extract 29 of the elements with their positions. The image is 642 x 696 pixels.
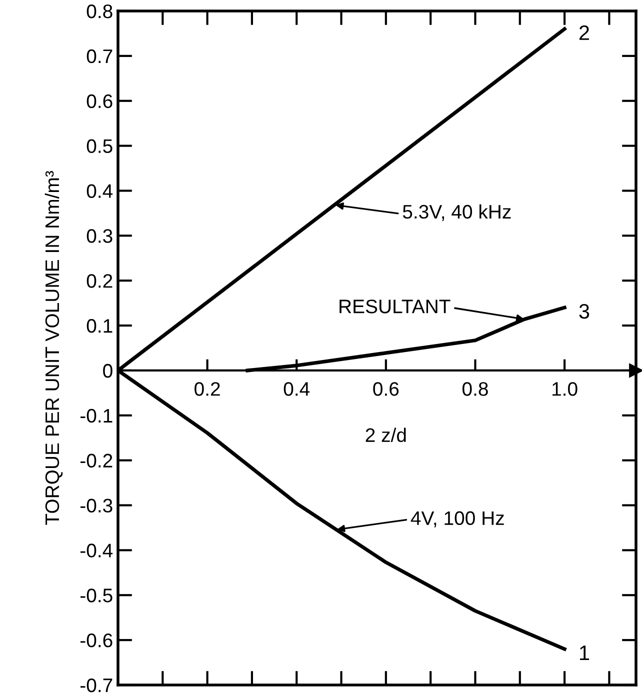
legend-label: 1 (580, 646, 590, 660)
y-tick-label: 0.8 (86, 4, 112, 18)
x-tick-label: 0.8 (462, 382, 488, 396)
x-tick-label: 1.0 (552, 382, 578, 396)
y-tick-label: 0.4 (86, 184, 113, 198)
annotation: RESULTANT (340, 300, 450, 314)
y-tick-label: -0.3 (80, 498, 112, 513)
y-tick-label: -0.5 (80, 588, 112, 602)
y-tick-label: 0.6 (86, 94, 112, 108)
x-axis-title: 2 z/d (366, 428, 406, 442)
y-tick-label: -0.2 (80, 454, 112, 468)
x-tick-label: 0.2 (194, 382, 220, 396)
legend-label: 3 (579, 304, 590, 319)
y-axis-title: TORQUE PER UNIT VOLUME IN Nm/m³ (44, 171, 63, 525)
annotation: 5.3V, 40 kHz (402, 204, 511, 221)
y-tick-label: 0.3 (86, 229, 112, 243)
x-tick-label: 0.4 (284, 382, 310, 396)
y-tick-label: 0.5 (86, 139, 112, 154)
annotation: 4V, 100 Hz (410, 511, 504, 528)
y-tick-label: -0.4 (80, 544, 113, 558)
y-tick-label: -0.7 (80, 678, 112, 692)
y-tick-label: 0.7 (86, 49, 112, 64)
y-tick-label: -0.1 (80, 408, 112, 423)
y-tick-label: 0.2 (86, 274, 112, 288)
y-tick-label: -0.6 (80, 634, 112, 648)
y-tick-label: 0.1 (86, 319, 112, 333)
series-label: 2 (579, 25, 589, 40)
y-tick-label: 0 (103, 364, 112, 378)
x-tick-label: 0.6 (373, 382, 399, 396)
